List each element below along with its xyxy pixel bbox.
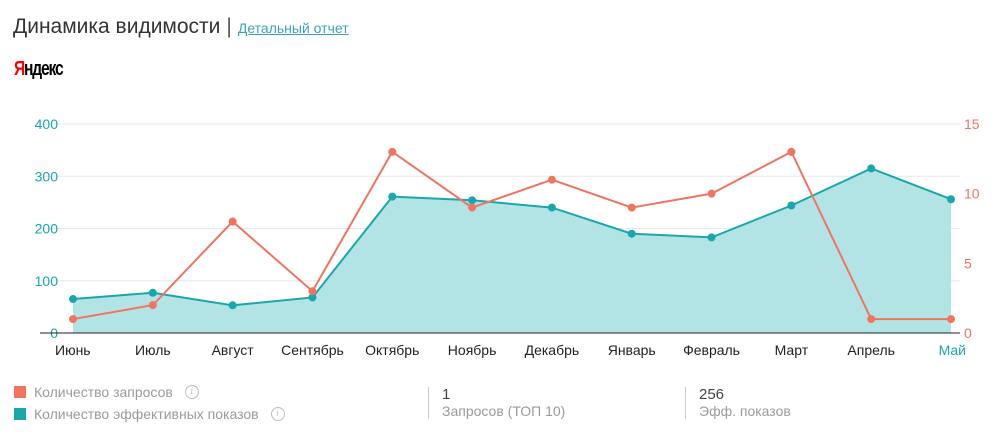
logo-first-letter: Я <box>14 58 25 80</box>
stat-value: 256 <box>699 386 725 403</box>
y-right-tick-label: 15 <box>964 116 980 132</box>
impressions-point <box>308 293 317 302</box>
impressions-point <box>947 195 955 204</box>
queries-point <box>867 315 876 324</box>
x-tick-label: Май <box>939 342 966 358</box>
impressions-point <box>787 201 796 210</box>
impressions-point <box>627 229 636 238</box>
page-title: Динамика видимости <box>13 15 221 38</box>
x-tick-label: Апрель <box>847 342 895 358</box>
impressions-point <box>69 295 77 304</box>
y-left-tick-label: 300 <box>35 168 59 184</box>
impressions-point <box>148 288 157 297</box>
y-right-tick-label: 0 <box>964 325 972 341</box>
queries-point <box>707 189 716 198</box>
info-icon[interactable]: i <box>270 407 285 421</box>
detailed-report-link[interactable]: Детальный отчет <box>237 20 349 36</box>
y-left-tick-label: 100 <box>35 273 59 289</box>
y-right-tick-label: 5 <box>964 255 972 271</box>
x-tick-label: Март <box>775 342 809 358</box>
y-left-tick-label: 400 <box>35 116 59 132</box>
chart-legend: Количество запросов i Количество эффекти… <box>14 381 285 425</box>
x-tick-label: Июнь <box>55 342 91 358</box>
legend-swatch-impressions <box>14 408 26 420</box>
impressions-point <box>707 233 716 242</box>
impressions-point <box>388 192 397 201</box>
impressions-area <box>73 168 951 333</box>
stat-label: Запросов (ТОП 10) <box>442 403 566 419</box>
legend-swatch-queries <box>14 386 26 398</box>
stat-label: Эфф. показов <box>699 403 791 419</box>
info-icon[interactable]: i <box>184 385 199 399</box>
x-tick-label: Декабрь <box>525 342 580 358</box>
x-tick-label: Октябрь <box>365 342 419 358</box>
queries-point <box>148 301 157 310</box>
x-tick-label: Февраль <box>683 342 740 358</box>
x-tick-label: Январь <box>608 342 656 358</box>
stat-effective-impressions: 256 Эфф. показов <box>685 387 791 419</box>
impressions-point <box>468 196 477 205</box>
title-separator: | <box>226 15 232 38</box>
yandex-logo: Яндекс <box>14 58 64 81</box>
header: Динамика видимости | Детальный отчет <box>13 15 349 39</box>
queries-point <box>228 217 237 226</box>
impressions-point <box>867 164 876 173</box>
impressions-line <box>72 167 952 307</box>
queries-point <box>947 315 955 324</box>
x-tick-label: Июль <box>135 342 171 358</box>
stat-value: 1 <box>442 386 451 403</box>
y-left-tick-label: 200 <box>35 221 59 237</box>
queries-point <box>627 203 636 212</box>
queries-point <box>547 175 556 184</box>
x-tick-label: Ноябрь <box>448 342 497 358</box>
x-tick-label: Август <box>212 342 255 358</box>
x-tick-label: Сентябрь <box>281 342 344 358</box>
impressions-point <box>228 301 237 310</box>
legend-item-queries[interactable]: Количество запросов i <box>14 381 285 403</box>
legend-label-queries: Количество запросов <box>34 384 173 400</box>
legend-label-impressions: Количество эффективных показов <box>34 406 259 422</box>
legend-item-impressions[interactable]: Количество эффективных показов i <box>14 403 285 425</box>
logo-rest: ндекс <box>24 58 64 80</box>
y-right-tick-label: 10 <box>964 186 980 202</box>
queries-point <box>468 203 477 212</box>
impressions-point <box>547 203 556 212</box>
queries-point <box>388 147 397 156</box>
queries-line <box>72 150 951 321</box>
queries-point <box>787 147 796 156</box>
stat-queries-top10: 1 Запросов (ТОП 10) <box>428 387 565 419</box>
queries-point <box>308 287 317 296</box>
queries-point <box>69 315 77 324</box>
